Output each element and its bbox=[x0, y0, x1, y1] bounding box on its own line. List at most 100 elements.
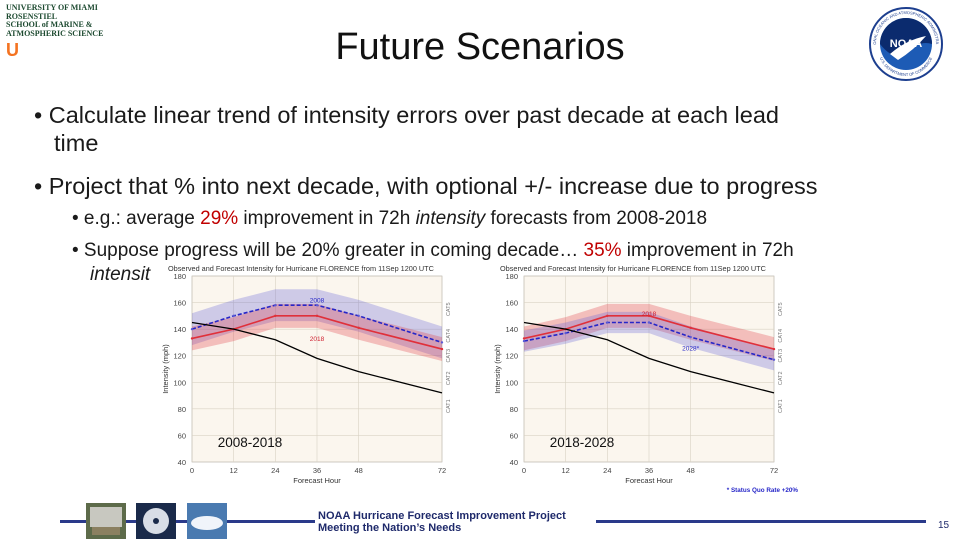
logo-line: ATMOSPHERIC SCIENCE bbox=[6, 28, 104, 38]
slide-title: Future Scenarios bbox=[335, 26, 625, 68]
series-label: 2008 bbox=[310, 298, 325, 305]
subbullet-2: • Suppose progress will be 20% greater i… bbox=[72, 239, 932, 287]
data-point bbox=[274, 304, 277, 307]
x-tick-label: 48 bbox=[354, 466, 362, 475]
chart-heading: Observed and Forecast Intensity for Hurr… bbox=[168, 264, 434, 273]
y-tick-label: 40 bbox=[510, 458, 518, 467]
y-axis-label: Intensity (mph) bbox=[161, 344, 170, 394]
data-point bbox=[315, 304, 319, 307]
u-logo-mark: U bbox=[6, 40, 19, 61]
chart-caption: 2018-2028 bbox=[550, 435, 615, 450]
y-tick-label: 120 bbox=[173, 352, 186, 361]
x-tick-label: 72 bbox=[770, 466, 778, 475]
uncertainty-band bbox=[524, 311, 774, 371]
data-point bbox=[440, 347, 444, 351]
category-label: CAT1 bbox=[778, 399, 784, 413]
data-point bbox=[440, 341, 444, 344]
y-tick-label: 60 bbox=[178, 431, 186, 440]
x-axis-label: Forecast Hour bbox=[625, 476, 673, 485]
x-tick-label: 0 bbox=[190, 466, 194, 475]
subbullet-1: • e.g.: average 29% improvement in 72h i… bbox=[72, 207, 932, 231]
x-tick-label: 12 bbox=[229, 466, 237, 475]
data-point bbox=[315, 314, 319, 318]
category-label: CAT4 bbox=[778, 329, 784, 343]
x-tick-label: 72 bbox=[438, 466, 446, 475]
intensity-chart-2008-2018: Observed and Forecast Intensity for Hurr… bbox=[158, 262, 474, 494]
y-tick-label: 160 bbox=[505, 299, 518, 308]
subbullet-1-prefix: • e.g.: average bbox=[72, 208, 201, 229]
series-line bbox=[523, 315, 775, 350]
y-tick-label: 140 bbox=[173, 325, 186, 334]
uncertainty-band bbox=[192, 289, 442, 359]
hurricane-satellite-thumbnail bbox=[136, 503, 177, 539]
footer-text: NOAA Hurricane Forecast Improvement Proj… bbox=[318, 510, 566, 534]
series-label: 2028* bbox=[682, 345, 699, 352]
y-tick-label: 140 bbox=[505, 325, 518, 334]
x-axis-label: Forecast Hour bbox=[293, 476, 341, 485]
category-label: CAT5 bbox=[446, 302, 452, 316]
subbullet-2-prefix: • Suppose progress will be 20% greater i… bbox=[72, 240, 584, 261]
bullet-1-line1: • Calculate linear trend of intensity er… bbox=[34, 102, 779, 128]
data-point bbox=[232, 314, 235, 318]
x-tick-label: 24 bbox=[603, 466, 611, 475]
category-label: CAT5 bbox=[778, 302, 784, 316]
y-tick-label: 180 bbox=[505, 272, 518, 281]
data-point bbox=[772, 347, 776, 351]
category-label: CAT3 bbox=[778, 349, 784, 363]
x-tick-label: 36 bbox=[313, 466, 321, 475]
data-point bbox=[522, 339, 526, 343]
subbullet-2-suffix: improvement in 72h bbox=[621, 240, 794, 261]
uncertainty-band bbox=[192, 303, 442, 362]
logo-line: SCHOOL of MARINE & bbox=[6, 20, 93, 30]
chart-caption: 2008-2018 bbox=[218, 435, 283, 450]
x-tick-label: 36 bbox=[645, 466, 653, 475]
logo-line: ROSENSTIEL bbox=[6, 11, 58, 21]
data-point bbox=[274, 314, 277, 318]
uncertainty-band bbox=[524, 303, 774, 362]
footer-line-2: Meeting the Nation’s Needs bbox=[318, 522, 462, 534]
y-tick-label: 160 bbox=[173, 299, 186, 308]
y-tick-label: 180 bbox=[173, 272, 186, 281]
y-axis-label: Intensity (mph) bbox=[493, 344, 502, 394]
x-tick-label: 24 bbox=[271, 466, 279, 475]
category-label: CAT3 bbox=[446, 349, 452, 363]
category-label: CAT2 bbox=[778, 371, 784, 385]
series-line bbox=[191, 304, 443, 344]
footer-bar-right bbox=[596, 520, 926, 523]
y-tick-label: 100 bbox=[173, 378, 186, 387]
data-point bbox=[357, 326, 360, 330]
data-point bbox=[606, 314, 609, 318]
series-label: 2018 bbox=[310, 336, 325, 343]
series-line bbox=[523, 321, 775, 394]
y-tick-label: 120 bbox=[505, 352, 518, 361]
footer-line-1: NOAA Hurricane Forecast Improvement Proj… bbox=[318, 510, 566, 522]
intensity-chart-2018-2028: Observed and Forecast Intensity for Hurr… bbox=[490, 262, 806, 494]
university-logo: UNIVERSITY OF MIAMI ROSENSTIEL SCHOOL of… bbox=[6, 3, 124, 68]
bullet-1-line2: time bbox=[54, 130, 99, 156]
data-point bbox=[190, 327, 194, 331]
data-point bbox=[689, 335, 692, 339]
y-tick-label: 80 bbox=[510, 405, 518, 414]
y-tick-label: 80 bbox=[178, 405, 186, 414]
series-label: 2018 bbox=[642, 311, 657, 318]
series-line bbox=[191, 315, 443, 350]
logo-line: UNIVERSITY OF MIAMI bbox=[6, 3, 98, 12]
series-line bbox=[191, 321, 443, 394]
data-point bbox=[647, 321, 651, 324]
cloud-thumbnail bbox=[186, 503, 227, 539]
subbullet-1-suffix: forecasts from 2008-2018 bbox=[485, 208, 708, 229]
subbullet-1-highlight: 29% bbox=[200, 208, 239, 229]
noaa-logo-text: NOAA bbox=[890, 38, 922, 50]
data-point bbox=[357, 314, 360, 318]
research-platform-thumbnail bbox=[86, 503, 126, 539]
x-tick-label: 0 bbox=[522, 466, 526, 475]
category-label: CAT1 bbox=[446, 399, 452, 413]
chart-note: * Status Quo Rate +20% bbox=[727, 487, 799, 494]
page-number: 15 bbox=[938, 520, 950, 531]
category-label: CAT4 bbox=[446, 329, 452, 343]
data-point bbox=[689, 326, 692, 330]
bullet-1: • Calculate linear trend of intensity er… bbox=[34, 101, 924, 157]
x-tick-label: 12 bbox=[561, 466, 569, 475]
y-tick-label: 40 bbox=[178, 458, 186, 467]
chart-heading: Observed and Forecast Intensity for Hurr… bbox=[500, 264, 766, 273]
